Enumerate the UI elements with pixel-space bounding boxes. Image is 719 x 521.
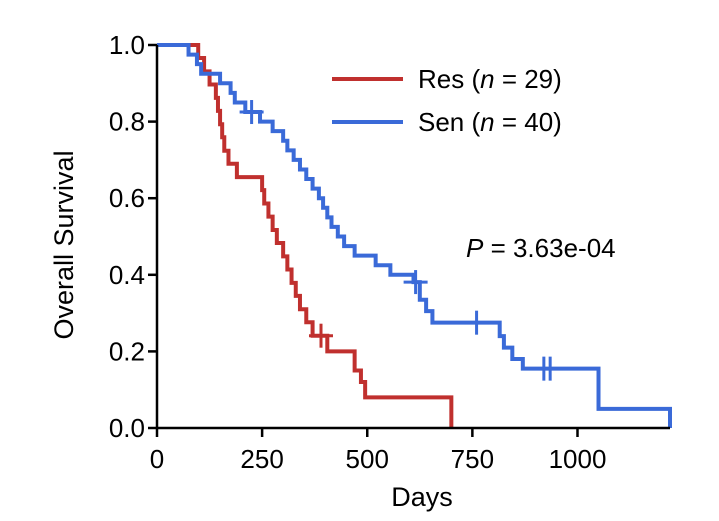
x-tick-label: 1000 bbox=[549, 444, 607, 474]
y-tick-label: 0.8 bbox=[109, 107, 145, 137]
x-axis: 0 250 500 750 1000 bbox=[150, 426, 670, 474]
x-tick-label: 500 bbox=[346, 444, 389, 474]
y-tick-label: 0.0 bbox=[109, 413, 145, 443]
x-tick-label: 750 bbox=[451, 444, 494, 474]
legend-label-sen: Sen (n = 40) bbox=[418, 107, 562, 137]
y-tick-label: 1.0 bbox=[109, 30, 145, 60]
censor-marks bbox=[239, 100, 563, 381]
censor-mark bbox=[464, 310, 489, 335]
p-value-annotation: P = 3.63e-04 bbox=[466, 233, 616, 263]
censor-mark bbox=[403, 270, 428, 295]
y-tick-label: 0.6 bbox=[109, 183, 145, 213]
censor-mark bbox=[239, 100, 264, 125]
y-axis-label: Overall Survival bbox=[49, 150, 79, 339]
x-tick-label: 0 bbox=[150, 444, 164, 474]
legend: Res (n = 29) Sen (n = 40) bbox=[332, 64, 562, 137]
y-axis: 0.0 0.2 0.4 0.6 0.8 1.0 bbox=[109, 30, 159, 443]
x-axis-label: Days bbox=[391, 482, 453, 512]
survival-line-res bbox=[157, 43, 454, 428]
censor-mark bbox=[538, 356, 563, 381]
legend-label-res: Res (n = 29) bbox=[418, 64, 562, 94]
censor-mark bbox=[308, 323, 333, 348]
y-tick-label: 0.2 bbox=[109, 336, 145, 366]
x-tick-label: 250 bbox=[240, 444, 283, 474]
y-tick-label: 0.4 bbox=[109, 260, 145, 290]
